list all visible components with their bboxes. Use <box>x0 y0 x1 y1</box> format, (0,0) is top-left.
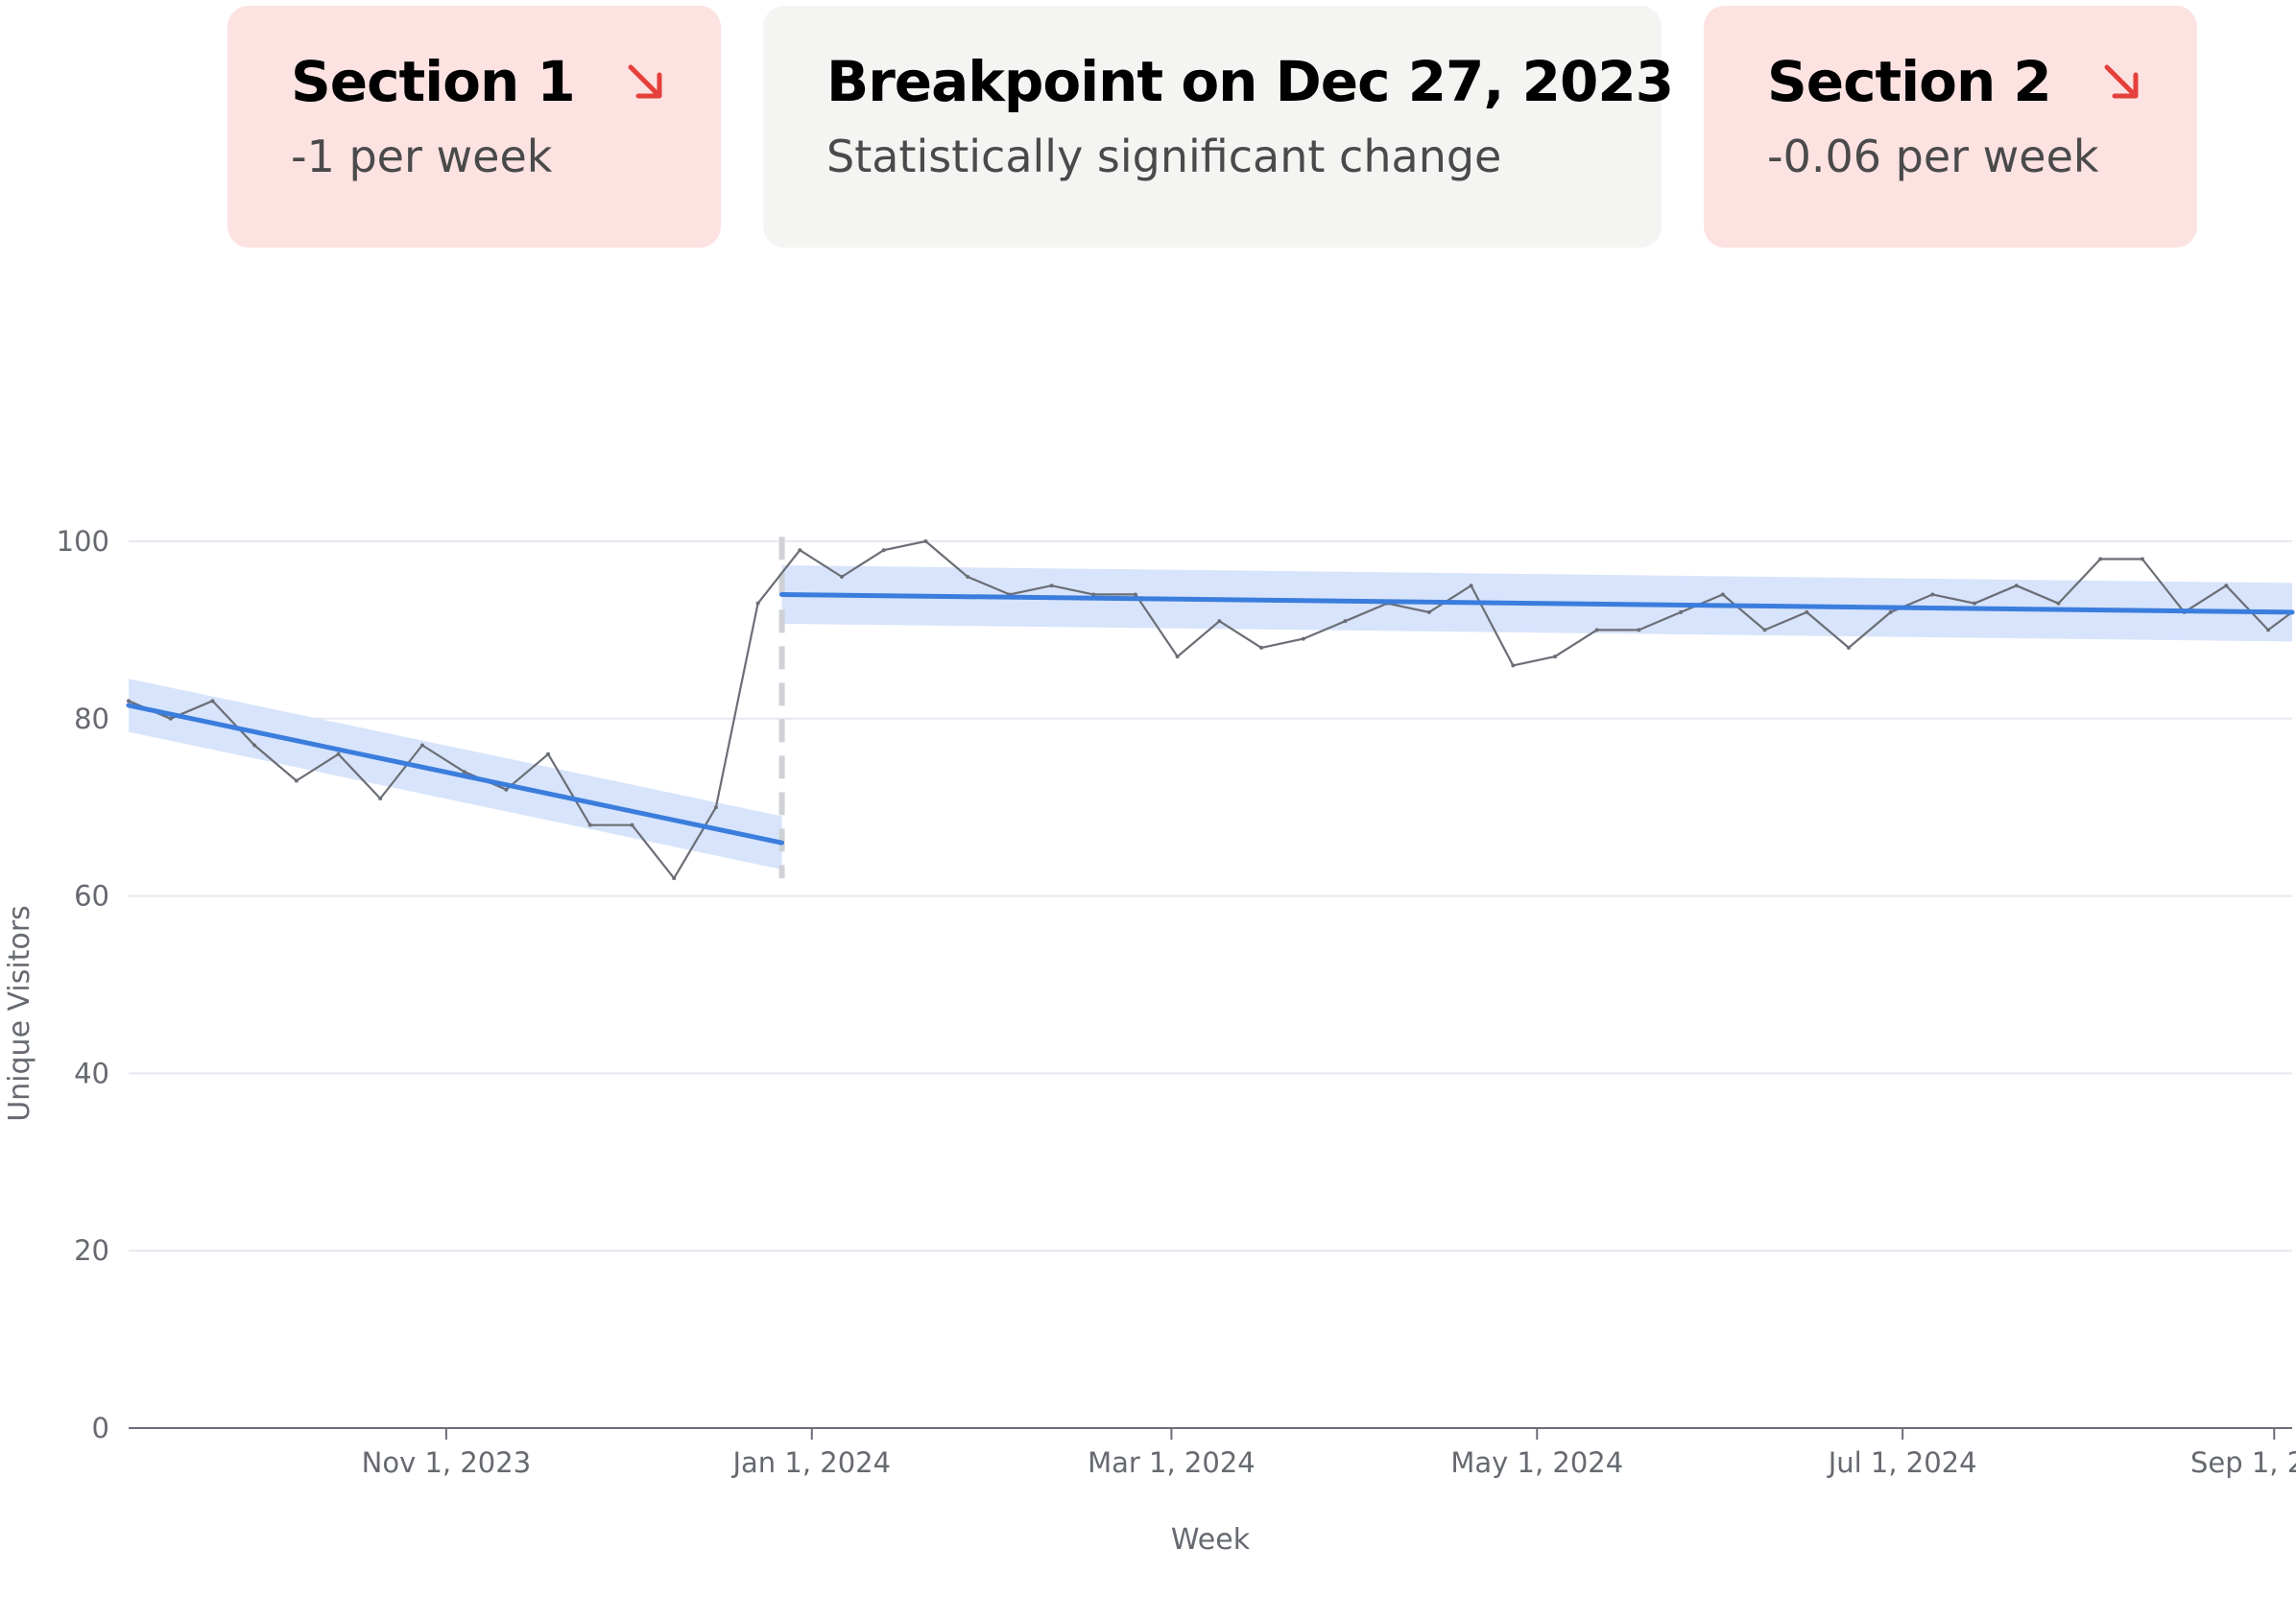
trend-bands <box>129 564 2293 870</box>
trend-lines <box>126 591 2295 846</box>
data-point <box>1301 636 1305 641</box>
section1-rate: -1 per week <box>291 130 553 182</box>
data-point <box>2266 628 2271 632</box>
data-point <box>798 548 802 553</box>
section1-card: Section 1 -1 per week <box>227 6 721 248</box>
y-tick-label: 40 <box>74 1057 109 1089</box>
y-tick-label: 100 <box>57 525 109 558</box>
trend-line <box>779 591 2295 615</box>
data-point <box>504 787 509 792</box>
data-point <box>1217 619 1222 624</box>
y-tick-label: 0 <box>92 1412 109 1444</box>
data-point <box>1343 619 1348 624</box>
data-point <box>840 574 845 579</box>
section2-card: Section 2 -0.06 per week <box>1704 6 2197 248</box>
data-point <box>630 822 634 827</box>
section2-title: Section 2 <box>1767 49 2052 114</box>
data-point <box>2098 557 2103 561</box>
section1-title: Section 1 <box>291 49 576 114</box>
x-tick-label: May 1, 2024 <box>1450 1446 1623 1479</box>
data-point <box>1511 663 1516 668</box>
data-point <box>1679 609 1684 614</box>
section2-rate: -0.06 per week <box>1767 130 2099 182</box>
data-point <box>210 699 215 703</box>
trend-line <box>126 703 785 846</box>
x-tick-label: Jul 1, 2024 <box>1827 1446 1977 1479</box>
x-axis-title: Week <box>1171 1523 1251 1557</box>
data-point <box>2056 601 2061 606</box>
data-point <box>1133 592 1137 597</box>
data-point <box>1805 609 1809 614</box>
data-point <box>2014 584 2019 588</box>
data-point <box>546 751 551 756</box>
data-point <box>755 601 760 606</box>
arrow-down-right-icon <box>628 64 662 99</box>
data-point <box>881 548 886 553</box>
data-point <box>1259 645 1264 650</box>
data-point <box>168 716 173 721</box>
data-point <box>1175 655 1180 659</box>
section2-card-header: Section 2 <box>1767 49 2197 114</box>
data-point <box>1720 592 1725 597</box>
x-tick-label: Mar 1, 2024 <box>1088 1446 1256 1479</box>
section1-card-header: Section 1 <box>291 49 721 114</box>
summary-cards: Section 1 -1 per week Breakpoint on Dec … <box>0 0 2296 259</box>
data-point <box>1888 609 1893 614</box>
x-tick-label: Jan 1, 2024 <box>730 1446 891 1479</box>
data-point <box>713 805 718 810</box>
data-point <box>1594 628 1599 632</box>
data-point <box>378 796 383 800</box>
data-point <box>2140 557 2144 561</box>
data-point <box>672 876 677 881</box>
y-axis-title: Unique Visitors <box>3 905 36 1122</box>
data-point <box>1973 601 1977 606</box>
data-point <box>923 539 928 543</box>
data-point <box>294 778 299 783</box>
data-point <box>336 751 341 756</box>
data-point <box>1930 592 1935 597</box>
data-point <box>1091 592 1096 597</box>
data-point <box>2224 584 2229 588</box>
data-point <box>252 743 257 748</box>
data-point <box>1426 609 1431 614</box>
data-point <box>1846 645 1851 650</box>
data-point <box>1049 584 1054 588</box>
axes: 0 20 40 60 80 100 Nov 1, 2023 Jan 1, 2024 Mar 1,… <box>57 525 2296 1479</box>
data-point <box>587 822 592 827</box>
data-point <box>1553 655 1558 659</box>
data-point <box>966 574 970 579</box>
data-point <box>1469 584 1473 588</box>
arrow-down-right-icon <box>2104 64 2139 99</box>
data-point <box>1637 628 1641 632</box>
gridlines <box>129 540 2292 1252</box>
breakpoint-subtitle: Statistically significant change <box>826 130 1502 182</box>
y-tick-label: 20 <box>74 1234 109 1267</box>
data-point <box>127 699 131 703</box>
breakpoint-card: Breakpoint on Dec 27, 2023 Statistically… <box>763 6 1674 248</box>
breakpoint-title: Breakpoint on Dec 27, 2023 <box>826 49 1674 114</box>
y-tick-label: 60 <box>74 880 109 913</box>
data-point <box>419 743 424 748</box>
data-point <box>462 770 466 775</box>
x-tick-label: Nov 1, 2023 <box>362 1446 532 1479</box>
x-tick-label: Sep 1, 2024 <box>2190 1446 2296 1479</box>
data-point <box>1762 628 1767 632</box>
y-tick-label: 80 <box>74 703 109 735</box>
